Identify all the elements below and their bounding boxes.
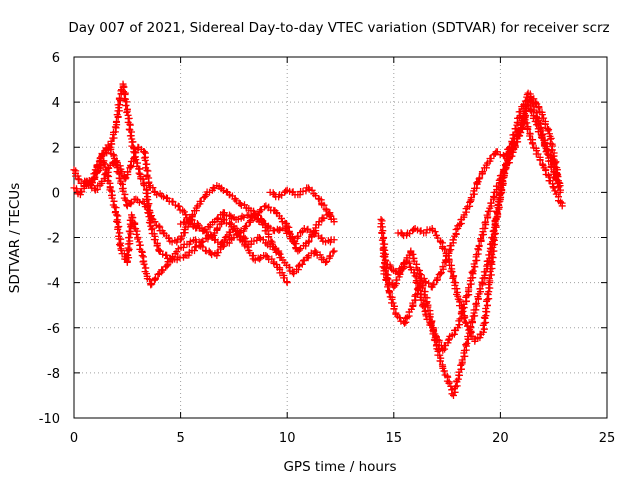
series-track-8 (379, 112, 566, 399)
data-point (330, 247, 338, 255)
data-point (449, 391, 457, 399)
series-markers (180, 203, 333, 254)
series-track-6 (266, 184, 338, 226)
data-point (177, 220, 185, 228)
axis-ticks (73, 56, 608, 419)
series-track-10 (394, 94, 564, 345)
x-tick-labels: 0 5 10 15 20 25 (70, 431, 615, 446)
data-point (379, 263, 387, 271)
series-markers (93, 143, 337, 276)
y-tick-label: 2 (52, 141, 60, 156)
x-tick-label: 25 (599, 431, 616, 446)
data-point (70, 166, 78, 174)
x-tick-label: 0 (70, 431, 78, 446)
y-tick-label: -2 (47, 232, 60, 247)
series-markers (397, 96, 564, 343)
y-tick-label: 0 (52, 186, 60, 201)
series-markers (379, 113, 566, 398)
data-point (400, 319, 408, 327)
series-track-5 (177, 202, 334, 255)
x-tick-label: 20 (492, 431, 509, 446)
x-tick-label: 10 (279, 431, 296, 446)
series-markers (83, 159, 291, 288)
x-tick-label: 15 (386, 431, 403, 446)
data-point (550, 184, 558, 192)
series-markers (269, 184, 338, 223)
series-track-1 (70, 80, 283, 264)
chart-title: Day 007 of 2021, Sidereal Day-to-day VTE… (68, 20, 609, 36)
y-tick-label: -6 (47, 322, 60, 337)
x-axis-label: GPS time / hours (283, 459, 396, 475)
y-tick-label: 4 (52, 96, 60, 111)
data-point (411, 272, 419, 280)
data-series (70, 80, 566, 399)
y-tick-labels: -10 -8 -6 -4 -2 0 2 4 6 (39, 51, 60, 427)
data-point (398, 265, 406, 273)
series-track-4 (91, 141, 338, 278)
y-axis-label: SDTVAR / TECUs (7, 183, 23, 293)
y-tick-label: -4 (47, 277, 60, 292)
y-tick-label: -10 (39, 412, 60, 427)
data-point (437, 270, 445, 278)
x-tick-label: 5 (176, 431, 184, 446)
y-tick-label: -8 (47, 367, 60, 382)
y-tick-label: 6 (52, 51, 60, 66)
grid (74, 57, 607, 418)
